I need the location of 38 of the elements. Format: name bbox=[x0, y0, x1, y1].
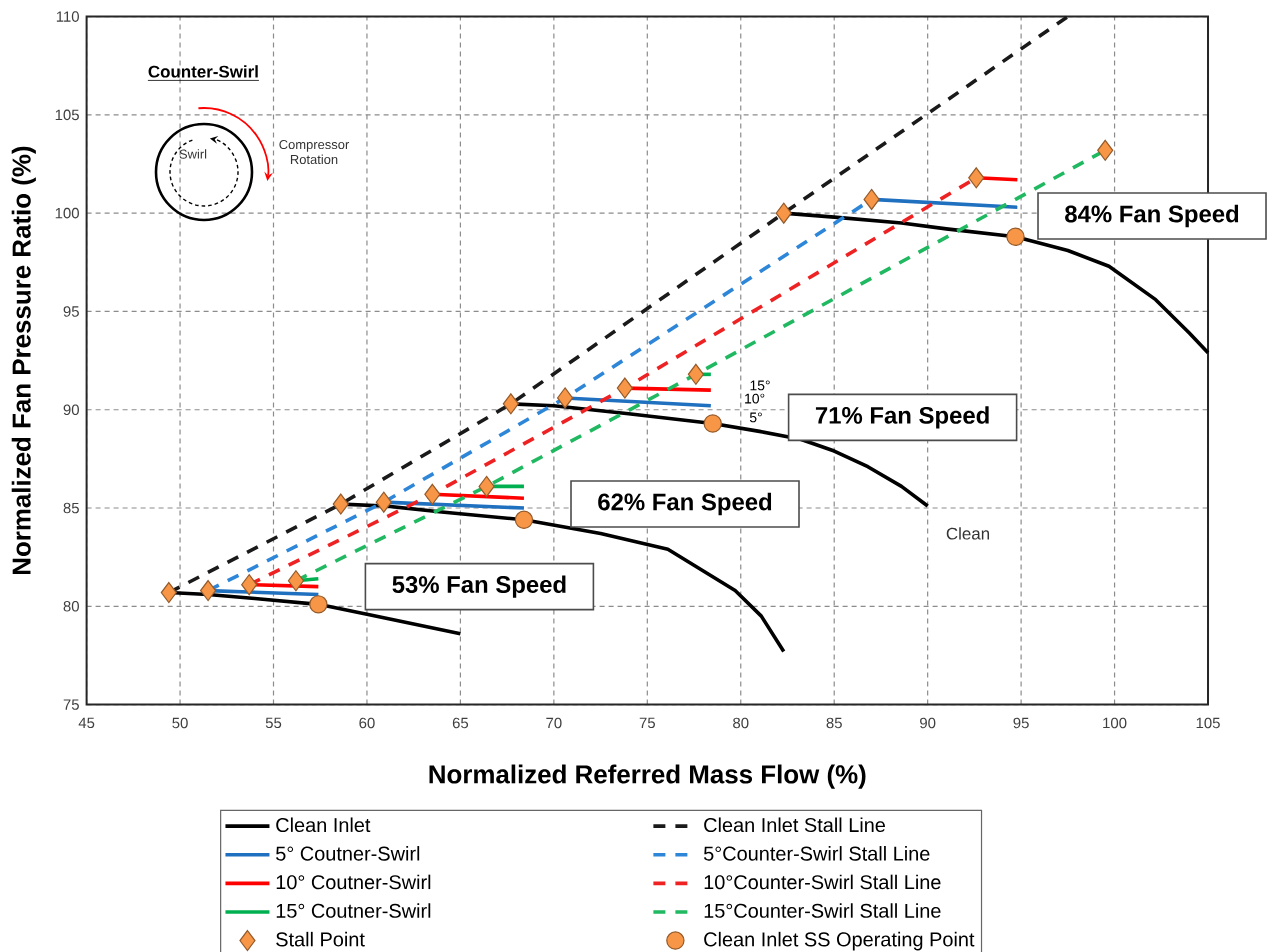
point bbox=[1097, 139, 1114, 161]
point bbox=[478, 475, 495, 498]
legend-label: 5° Coutner-Swirl bbox=[276, 846, 420, 861]
legend-label: 10° Coutner-Swirl bbox=[276, 874, 431, 890]
point bbox=[160, 581, 177, 604]
point bbox=[241, 574, 258, 596]
annotation: Counter-Swirl bbox=[148, 65, 258, 78]
legend-label: Stall Point bbox=[276, 931, 365, 947]
point bbox=[199, 579, 217, 602]
point bbox=[1006, 227, 1025, 246]
legend-label: Clean Inlet Stall Line bbox=[704, 817, 885, 833]
point bbox=[703, 414, 722, 433]
annotation: 62% Fan Speed bbox=[598, 492, 772, 516]
legend-label: 15°Counter-Swirl Stall Line bbox=[704, 903, 941, 918]
legend-label: Clean Inlet SS Operating Point bbox=[704, 931, 975, 951]
point bbox=[863, 188, 880, 211]
legend-label: 10°Counter-Swirl Stall Line bbox=[704, 874, 941, 890]
annotation: Clean bbox=[946, 527, 990, 540]
legend-label: Clean Inlet bbox=[276, 817, 371, 833]
point bbox=[514, 510, 534, 530]
annotation: 84% Fan Speed bbox=[1065, 204, 1239, 228]
legend-label: 15° Coutner-Swirl bbox=[276, 903, 431, 918]
annotation: 71% Fan Speed bbox=[815, 406, 989, 429]
point bbox=[556, 387, 574, 409]
point bbox=[968, 167, 985, 189]
point bbox=[775, 202, 792, 224]
point bbox=[287, 570, 305, 592]
point bbox=[332, 493, 349, 515]
point bbox=[375, 491, 392, 513]
point bbox=[616, 377, 633, 399]
point bbox=[424, 483, 441, 505]
point bbox=[502, 393, 519, 415]
x-axis-title: Normalized Referred Mass Flow (%) bbox=[429, 764, 866, 789]
point bbox=[687, 363, 704, 385]
point bbox=[309, 595, 328, 614]
legend-label: 5°Counter-Swirl Stall Line bbox=[703, 846, 930, 861]
annotation: 53% Fan Speed bbox=[392, 575, 566, 598]
y-axis-title: Normalized Fan Pressure Ratio (%) bbox=[11, 146, 36, 575]
